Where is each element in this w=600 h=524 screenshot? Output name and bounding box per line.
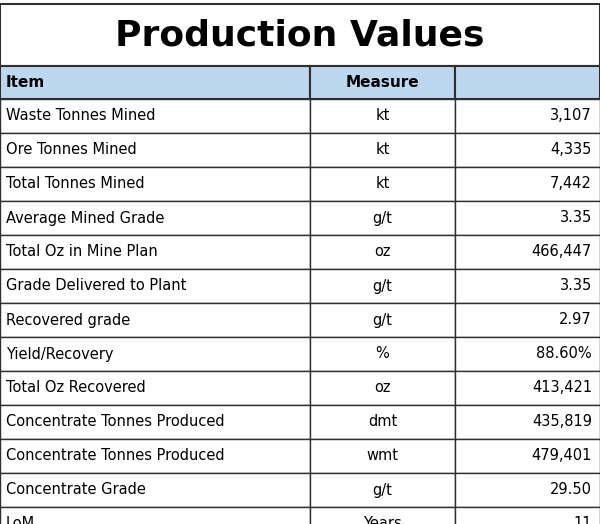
Bar: [310, 371, 455, 405]
Text: kt: kt: [376, 108, 389, 124]
Text: Years: Years: [363, 517, 402, 524]
Text: 3.35: 3.35: [560, 278, 592, 293]
Text: g/t: g/t: [373, 278, 392, 293]
Text: Grade Delivered to Plant: Grade Delivered to Plant: [6, 278, 187, 293]
Text: Concentrate Tonnes Produced: Concentrate Tonnes Produced: [6, 449, 224, 464]
Bar: [0, 439, 310, 473]
Bar: [455, 99, 600, 133]
Text: Concentrate Tonnes Produced: Concentrate Tonnes Produced: [6, 414, 224, 430]
Bar: [310, 133, 455, 167]
Bar: [0, 167, 310, 201]
Text: dmt: dmt: [368, 414, 397, 430]
Text: Measure: Measure: [346, 75, 419, 90]
Text: kt: kt: [376, 143, 389, 158]
Text: Recovered grade: Recovered grade: [6, 312, 130, 328]
Text: oz: oz: [374, 245, 391, 259]
Bar: [310, 99, 455, 133]
Bar: [0, 235, 310, 269]
Text: 3,107: 3,107: [550, 108, 592, 124]
Text: Concentrate Grade: Concentrate Grade: [6, 483, 146, 497]
Bar: [0, 371, 310, 405]
Text: wmt: wmt: [367, 449, 398, 464]
Bar: [310, 507, 455, 524]
Text: 466,447: 466,447: [532, 245, 592, 259]
Bar: [0, 269, 310, 303]
Bar: [310, 201, 455, 235]
Bar: [0, 4, 600, 66]
Bar: [0, 99, 310, 133]
Bar: [310, 167, 455, 201]
Text: Production Values: Production Values: [115, 18, 485, 52]
Text: Average Mined Grade: Average Mined Grade: [6, 211, 164, 225]
Text: %: %: [376, 346, 389, 362]
Text: 435,819: 435,819: [532, 414, 592, 430]
Bar: [455, 371, 600, 405]
Bar: [455, 201, 600, 235]
Text: Yield/Recovery: Yield/Recovery: [6, 346, 113, 362]
Text: 3.35: 3.35: [560, 211, 592, 225]
Bar: [310, 405, 455, 439]
Bar: [455, 439, 600, 473]
Bar: [310, 439, 455, 473]
Bar: [310, 473, 455, 507]
Bar: [455, 133, 600, 167]
Text: 88.60%: 88.60%: [536, 346, 592, 362]
Bar: [455, 66, 600, 99]
Bar: [310, 235, 455, 269]
Bar: [0, 473, 310, 507]
Bar: [455, 269, 600, 303]
Text: Item: Item: [6, 75, 45, 90]
Text: Total Oz Recovered: Total Oz Recovered: [6, 380, 146, 396]
Bar: [455, 303, 600, 337]
Bar: [0, 303, 310, 337]
Bar: [455, 337, 600, 371]
Bar: [455, 405, 600, 439]
Text: Ore Tonnes Mined: Ore Tonnes Mined: [6, 143, 137, 158]
Text: Waste Tonnes Mined: Waste Tonnes Mined: [6, 108, 155, 124]
Bar: [455, 507, 600, 524]
Bar: [455, 235, 600, 269]
Bar: [0, 507, 310, 524]
Bar: [455, 167, 600, 201]
Bar: [0, 133, 310, 167]
Text: kt: kt: [376, 177, 389, 191]
Text: 2.97: 2.97: [559, 312, 592, 328]
Text: 29.50: 29.50: [550, 483, 592, 497]
Bar: [0, 201, 310, 235]
Bar: [310, 269, 455, 303]
Bar: [310, 303, 455, 337]
Bar: [310, 66, 455, 99]
Bar: [0, 66, 310, 99]
Text: 479,401: 479,401: [532, 449, 592, 464]
Text: 7,442: 7,442: [550, 177, 592, 191]
Text: g/t: g/t: [373, 483, 392, 497]
Text: Total Oz in Mine Plan: Total Oz in Mine Plan: [6, 245, 158, 259]
Bar: [310, 337, 455, 371]
Text: LoM: LoM: [6, 517, 35, 524]
Text: g/t: g/t: [373, 211, 392, 225]
Bar: [0, 337, 310, 371]
Text: 11: 11: [574, 517, 592, 524]
Bar: [0, 405, 310, 439]
Text: 4,335: 4,335: [551, 143, 592, 158]
Bar: [455, 473, 600, 507]
Text: oz: oz: [374, 380, 391, 396]
Text: g/t: g/t: [373, 312, 392, 328]
Text: Total Tonnes Mined: Total Tonnes Mined: [6, 177, 145, 191]
Text: 413,421: 413,421: [532, 380, 592, 396]
